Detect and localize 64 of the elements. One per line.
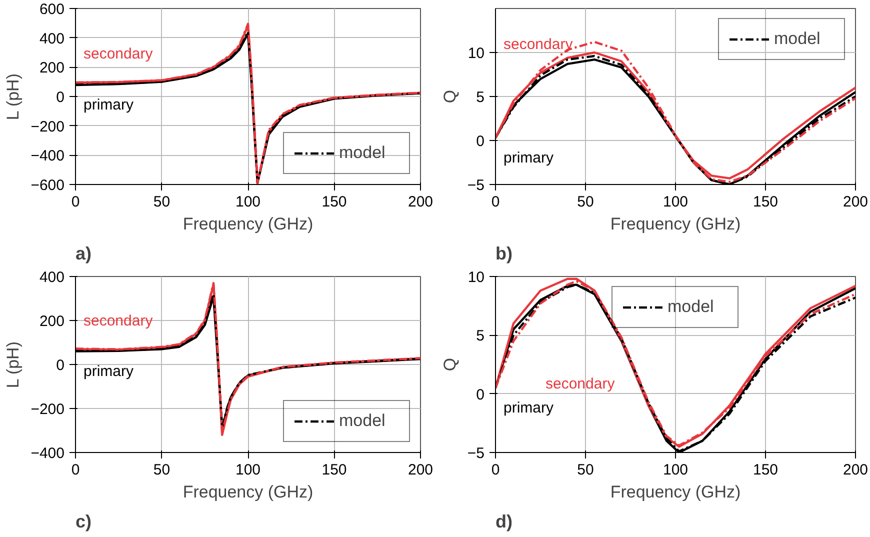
text: d) [496,512,512,532]
x-tick-label: 0 [491,462,500,478]
legend-label: model [668,297,715,317]
y-tick-label: −200 [30,401,65,418]
y-tick-label: 5 [476,328,484,345]
annotation: primary [84,96,134,114]
y-tick-label: 200 [39,60,65,77]
text: b) [496,244,512,264]
y-tick-label: 400 [39,269,65,286]
y-axis-title: L (pH) [4,342,23,388]
x-tick-label: 0 [491,194,500,210]
legend-label: model [774,29,822,49]
x-tick-label: 50 [153,462,170,478]
y-tick-label: −600 [30,177,65,194]
x-tick-label: 50 [577,462,594,478]
y-tick-label: 10 [468,269,485,286]
x-tick-label: 150 [322,194,347,210]
y-tick-label: −200 [30,118,65,136]
y-tick-label: 5 [476,89,484,106]
x-axis-title: Frequency (GHz) [182,482,314,502]
x-tick-label: 150 [322,462,347,478]
x-tick-label: 0 [71,194,80,210]
x-tick-label: 100 [662,194,688,210]
y-tick-label: −5 [467,177,485,194]
x-tick-label: 150 [752,194,778,210]
legend-label: model [339,143,386,163]
y-tick-label: 0 [56,89,64,106]
x-tick-label: 200 [408,194,434,210]
x-tick-label: 100 [235,462,261,478]
y-tick-label: 10 [468,45,485,62]
x-tick-label: 200 [842,194,868,210]
text: c) [76,512,92,532]
y-tick-label: 0 [476,386,484,404]
annotation: secondary [84,312,154,330]
x-tick-label: 0 [71,462,80,478]
x-tick-label: 200 [842,462,868,478]
annotation: primary [504,149,554,166]
x-axis-title: Frequency (GHz) [610,214,741,234]
y-tick-label: 600 [39,1,65,18]
y-tick-label: −5 [467,445,485,462]
y-tick-label: 200 [39,313,65,330]
legend-label: model [339,411,386,431]
x-tick-label: 100 [662,462,688,478]
x-axis-title: Frequency (GHz) [610,482,741,502]
annotation: primary [84,362,134,380]
y-tick-label: 400 [39,30,65,48]
x-tick-label: 150 [752,462,778,478]
annotation: secondary [504,36,574,54]
y-tick-label: −400 [30,148,65,165]
text: a) [76,244,92,264]
x-axis-title: Frequency (GHz) [182,214,314,234]
x-tick-label: 50 [153,194,170,210]
annotation: secondary [84,46,154,63]
x-tick-label: 50 [577,194,594,210]
y-axis-title: L (pH) [4,74,23,120]
y-tick-label: 0 [476,133,484,150]
y-axis-title: Q [440,90,460,104]
annotation: primary [504,399,554,416]
annotation: secondary [546,375,616,392]
x-tick-label: 200 [408,462,434,478]
y-axis-title: Q [440,358,460,372]
y-tick-label: 0 [56,357,64,374]
y-tick-label: −400 [30,445,65,462]
x-tick-label: 100 [235,194,261,210]
